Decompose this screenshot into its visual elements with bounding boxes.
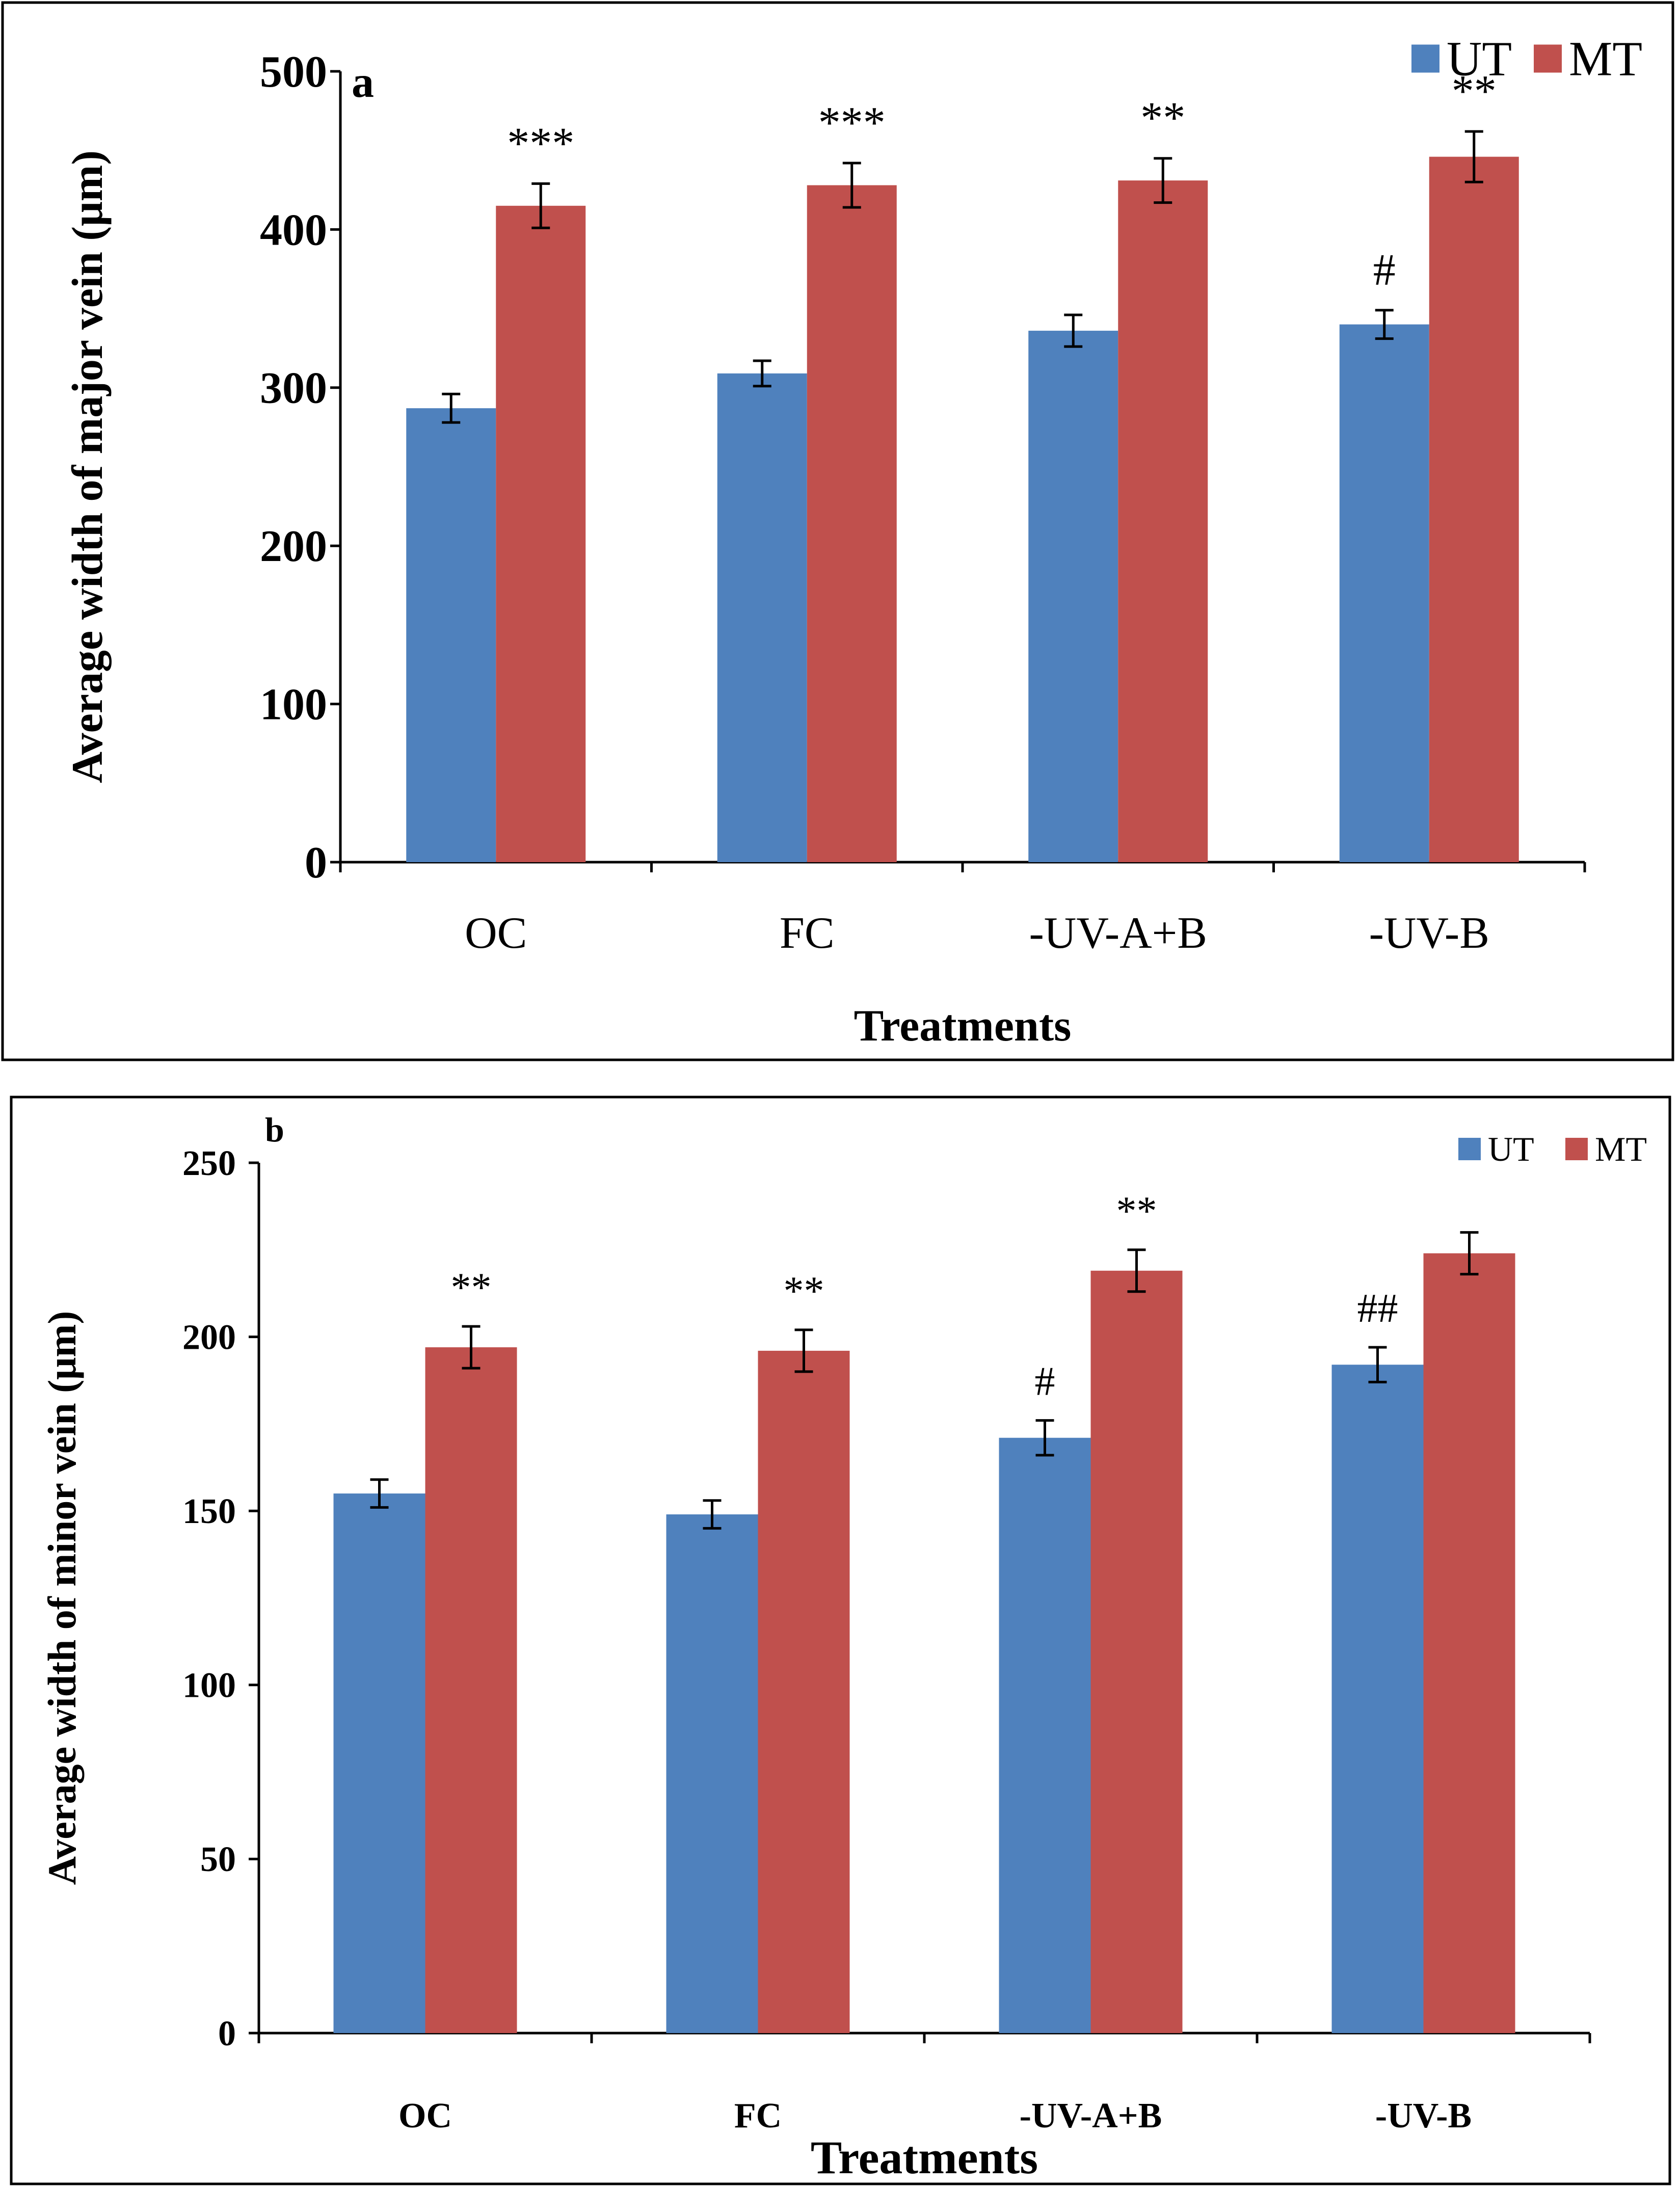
y-tick-label: 100 <box>182 1666 236 1705</box>
significance-label: ** <box>451 1265 492 1310</box>
panel-label: a <box>352 58 374 107</box>
significance-label: *** <box>818 98 886 148</box>
bar-ut <box>1028 331 1118 862</box>
y-tick-label: 300 <box>260 364 327 413</box>
bar-mt <box>1118 180 1208 862</box>
y-axis-title: Average width of major vein (μm) <box>63 150 112 783</box>
bar-ut <box>666 1514 758 2033</box>
bar-ut <box>333 1493 425 2033</box>
panel-label: b <box>265 1110 284 1149</box>
significance-label: *** <box>507 119 574 168</box>
bar-mt <box>496 205 586 863</box>
legend-label-mt: MT <box>1595 1130 1647 1168</box>
bar-ut <box>717 373 807 862</box>
significance-label: ** <box>1452 67 1497 116</box>
x-tick-label: -UV-B <box>1369 909 1489 958</box>
legend-swatch-mt <box>1534 44 1562 73</box>
bar-ut <box>406 408 496 862</box>
bar-mt <box>1429 156 1519 863</box>
panel-frame <box>10 1096 1671 2185</box>
bar-mt <box>807 185 897 862</box>
significance-label: ** <box>1140 94 1185 143</box>
y-tick-label: 150 <box>182 1492 236 1531</box>
bar-ut <box>1331 1365 1424 2033</box>
bar-mt <box>758 1350 850 2033</box>
y-tick-label: 0 <box>305 838 327 888</box>
bar-mt <box>1423 1253 1515 2033</box>
significance-label: # <box>1035 1359 1055 1404</box>
bar-ut <box>999 1437 1091 2033</box>
y-tick-label: 200 <box>260 522 327 571</box>
x-tick-label: -UV-B <box>1375 2096 1472 2135</box>
x-tick-label: OC <box>465 909 527 958</box>
panel-b: 0 50 100 150 200 250 ** OC ** FC # ** -UV-A+B ## -UV-B… <box>10 1096 1671 2185</box>
significance-label: # <box>1373 246 1396 295</box>
x-tick-label: FC <box>734 2096 782 2135</box>
significance-label: ** <box>1116 1189 1157 1234</box>
panel-frame <box>1 1 1674 1061</box>
y-tick-label: 200 <box>182 1318 236 1357</box>
x-tick-label: OC <box>398 2096 452 2135</box>
bar-mt <box>425 1347 517 2033</box>
y-tick-label: 0 <box>218 2014 236 2053</box>
legend-label-mt: MT <box>1569 32 1642 86</box>
x-tick-label: -UV-A+B <box>1020 2096 1162 2135</box>
legend-label-ut: UT <box>1488 1130 1534 1168</box>
y-tick-label: 250 <box>182 1144 236 1183</box>
x-tick-label: FC <box>780 909 835 958</box>
legend-swatch-ut <box>1411 44 1439 73</box>
x-tick-label: -UV-A+B <box>1029 909 1207 958</box>
x-axis-title: Treatments <box>854 1001 1072 1051</box>
y-tick-label: 500 <box>260 47 327 97</box>
y-axis-title: Average width of minor vein (μm) <box>40 1311 84 1885</box>
legend: UT MT <box>1411 32 1642 86</box>
significance-label: ** <box>784 1269 824 1314</box>
legend: UT MT <box>1458 1130 1647 1168</box>
bar-ut <box>1339 324 1429 862</box>
bar-mt <box>1090 1270 1183 2033</box>
legend-label-ut: UT <box>1447 32 1512 86</box>
y-tick-label: 400 <box>260 205 327 255</box>
legend-swatch-mt <box>1565 1138 1588 1160</box>
y-tick-label: 100 <box>260 680 327 730</box>
y-tick-label: 50 <box>200 1840 236 1879</box>
x-axis-title: Treatments <box>811 2131 1038 2183</box>
legend-swatch-ut <box>1458 1138 1481 1160</box>
significance-label: ## <box>1357 1286 1398 1331</box>
panel-a: 0 100 200 300 400 500 *** OC *** FC ** -UV-A+B # ** -U… <box>1 1 1674 1061</box>
